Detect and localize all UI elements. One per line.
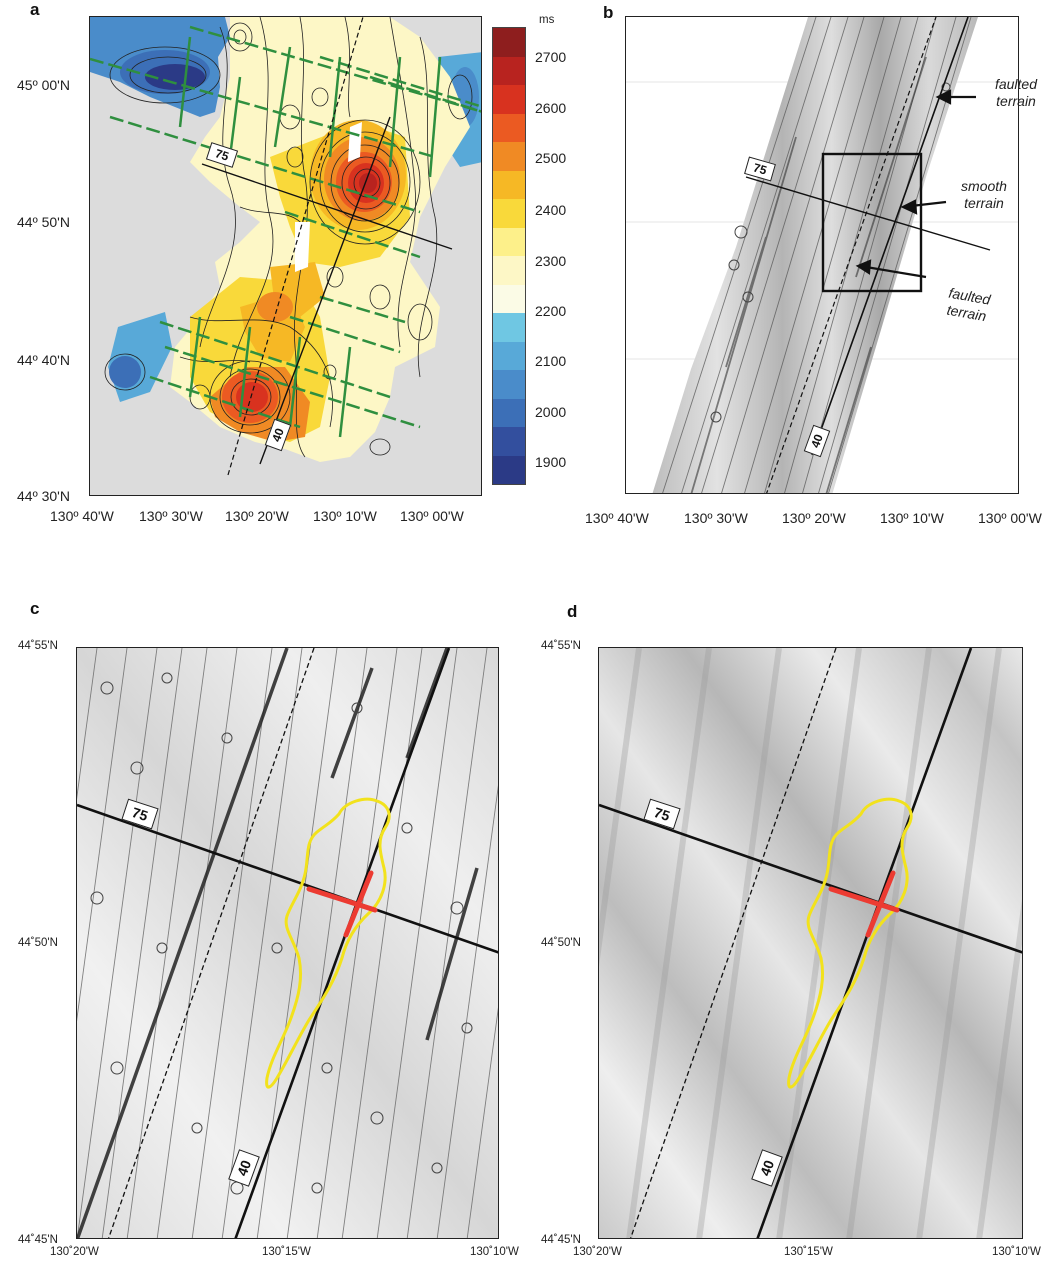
panel-a-label-40-text: 40 [269,426,287,444]
panel-d-lon-130-15: 130˚15'W [784,1246,833,1258]
panel-d-lat-44-55: 44˚55'N [541,640,581,652]
annotation-smooth-terrain: smooth terrain [944,178,1024,212]
survey-lines-green [90,25,481,429]
panel-b-lon-130-40: 130º 40'W [585,510,649,526]
colorbar-tick-2500: 2500 [535,150,567,166]
colorbar-swatch [493,28,525,57]
panel-d-lon-130-10: 130˚10'W [992,1246,1041,1258]
colorbar-unit: ms [539,14,555,26]
panel-c-letter: c [30,599,40,618]
panel-a-lat-44-30: 44º 30'N [17,488,70,504]
colorbar-tick-2300: 2300 [535,253,567,269]
panel-a-lon-130-00: 130º 00'W [400,508,464,524]
panel-c-lat-44-45: 44˚45'N [18,1234,58,1246]
colorbar-swatch [493,113,525,142]
dashed-line [630,648,837,1238]
colorbar-tick-2200: 2200 [535,303,567,319]
colorbar-swatches [493,28,525,484]
colorbar-swatch [493,370,525,399]
panel-d-map [598,647,1023,1239]
red-cross-marker [306,870,378,938]
bathymetry-swath [652,17,978,493]
colorbar-tick-2000: 2000 [535,404,567,420]
annotation-faulted-top-line2: terrain [996,93,1036,109]
panel-c-lon-130-10: 130˚10'W [470,1246,519,1258]
panel-d-lat-44-50: 44˚50'N [541,937,581,949]
line-75 [599,803,1022,954]
panel-b-lon-130-20: 130º 20'W [782,510,846,526]
colorbar-tick-1900: 1900 [535,454,567,470]
panel-c-label-75-text: 75 [130,803,150,825]
panel-b-lon-130-00: 130º 00'W [978,510,1042,526]
colorbar-swatch [493,170,525,199]
panel-b-lon-130-10: 130º 10'W [880,510,944,526]
colorbar-swatch [493,256,525,285]
colorbar [492,27,526,485]
panel-c-map [76,647,499,1239]
colorbar-tick-2700: 2700 [535,49,567,65]
study-area-box [821,152,923,293]
colorbar-swatch [493,85,525,114]
annotation-smooth-line2: terrain [964,195,1004,211]
dashed-line [108,648,315,1238]
panel-d-label-75-text: 75 [652,803,672,825]
line-40 [811,17,969,456]
panel-a-lon-130-30: 130º 30'W [139,508,203,524]
line-40 [756,648,973,1238]
colorbar-tick-2100: 2100 [535,353,567,369]
panel-b-lon-130-30: 130º 30'W [684,510,748,526]
panel-b-label-75-text: 75 [751,160,769,178]
panel-a-lat-44-40: 44º 40'N [17,352,70,368]
panel-c-label-40-text: 40 [233,1157,255,1179]
colorbar-swatch [493,455,525,484]
colorbar-swatch [493,284,525,313]
annotation-faulted-top-line1: faulted [994,76,1038,92]
panel-d-lon-130-20: 130˚20'W [573,1246,622,1258]
panel-b-label-40-text: 40 [808,432,826,450]
colorbar-swatch [493,56,525,85]
annotation-smooth-line1: smooth [961,178,1007,194]
panel-a-lat-45-00: 45º 00'N [17,77,70,93]
panel-b-map [625,16,1019,494]
panel-a-lon-130-20: 130º 20'W [225,508,289,524]
colorbar-tick-2600: 2600 [535,100,567,116]
line-40 [259,116,391,465]
colorbar-swatch [493,427,525,456]
colorbar-swatch [493,227,525,256]
colorbar-swatch [493,199,525,228]
panel-a-label-75-text: 75 [213,146,231,164]
panel-a-lon-130-10: 130º 10'W [313,508,377,524]
dashed-line [766,17,937,493]
line-75 [745,176,991,251]
study-outline-yellow [265,797,391,1089]
panel-d-letter: d [567,602,578,621]
line-75 [201,163,453,250]
colorbar-tick-2400: 2400 [535,202,567,218]
annotation-faulted-terrain-top: faulted terrain [978,76,1054,110]
panel-a-map [89,16,482,496]
colorbar-swatch [493,341,525,370]
panel-d-lat-44-45: 44˚45'N [541,1234,581,1246]
panel-a-lat-44-50: 44º 50'N [17,214,70,230]
colorbar-swatch [493,313,525,342]
panel-a-letter: a [30,0,40,19]
panel-a-lon-130-40: 130º 40'W [50,508,114,524]
red-cross-marker [828,870,900,938]
panel-c-lat-44-50: 44˚50'N [18,937,58,949]
panel-b-letter: b [603,3,614,22]
line-40 [234,648,451,1238]
panel-c-lon-130-15: 130˚15'W [262,1246,311,1258]
line-75 [77,803,498,954]
colorbar-swatch [493,142,525,171]
colorbar-swatch [493,398,525,427]
study-outline-yellow [787,797,913,1089]
panel-d-label-40-text: 40 [756,1157,778,1179]
panel-c-lat-44-55: 44˚55'N [18,640,58,652]
panel-c-lon-130-20: 130˚20'W [50,1246,99,1258]
